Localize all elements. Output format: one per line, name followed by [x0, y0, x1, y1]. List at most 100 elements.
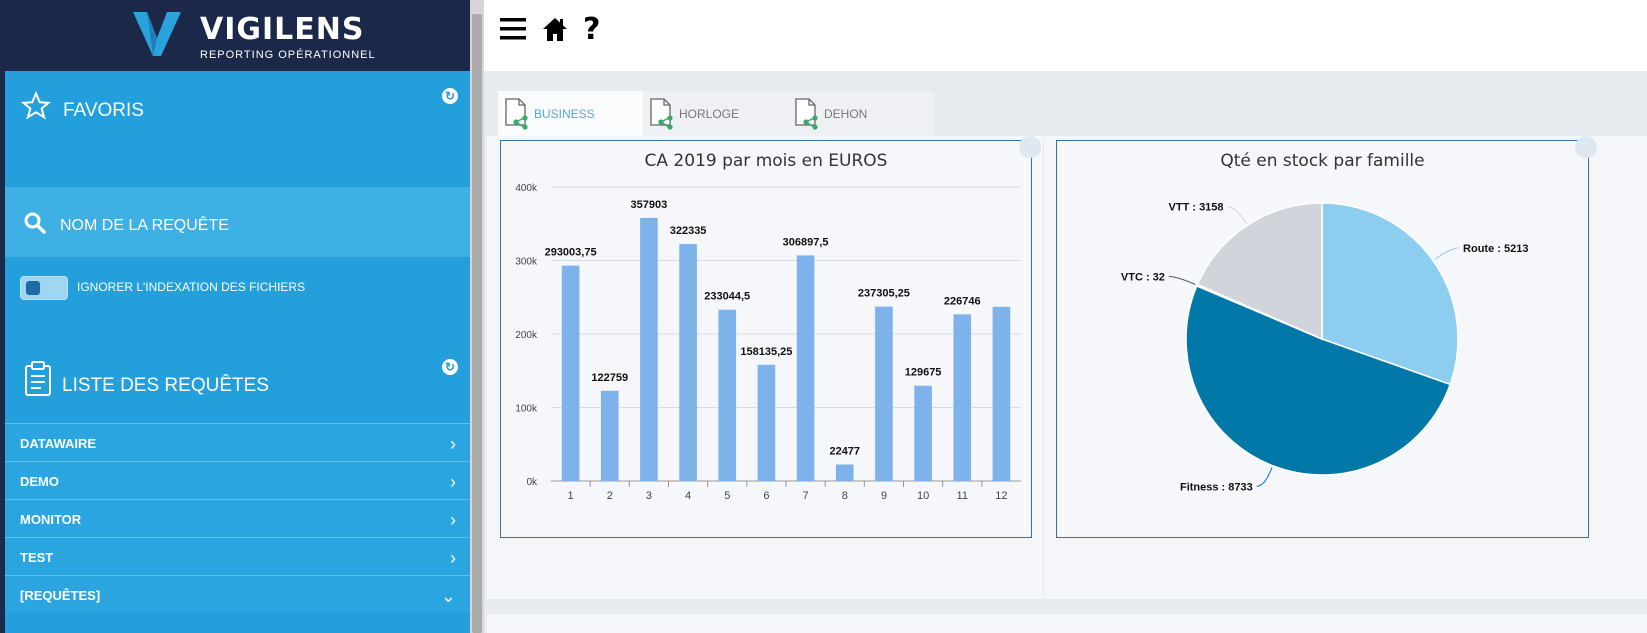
x-tick-label: 12 [995, 490, 1007, 502]
request-list: DATAWAIRE › DEMO › MONITOR › TEST › [REQUÊTES] ⌄ [5, 423, 470, 613]
bar[interactable] [561, 265, 580, 481]
pie-slice[interactable] [1196, 202, 1323, 341]
x-tick-label: 4 [685, 490, 691, 502]
scrollbar-thumb[interactable] [472, 14, 482, 633]
request-list-section: LISTE DES REQUÊTES ↻ [5, 355, 470, 423]
x-tick-label: 6 [763, 490, 769, 502]
x-tick-label: 10 [917, 490, 929, 502]
pie-chart-title: Qté en stock par famille [1220, 151, 1425, 171]
bar[interactable] [796, 255, 815, 481]
x-tick-label: 1 [568, 490, 574, 502]
bar-chart-title: CA 2019 par mois en EUROS [644, 151, 888, 171]
bar[interactable] [992, 306, 1011, 481]
bar[interactable] [875, 306, 893, 481]
bar[interactable] [718, 309, 737, 481]
bar[interactable] [679, 244, 697, 481]
bar[interactable] [640, 217, 658, 481]
search-query-field[interactable]: NOM DE LA REQUÊTE [5, 187, 470, 257]
request-folder-item[interactable]: DEMO › [5, 461, 470, 499]
pie-slice[interactable] [1185, 284, 1452, 476]
bar[interactable] [757, 364, 776, 481]
home-icon[interactable] [542, 16, 568, 42]
favoris-refresh-icon[interactable]: ↻ [442, 88, 458, 104]
toolbar: ? [484, 0, 1647, 71]
star-icon [21, 91, 51, 120]
pie-data-label: VTC : 32 [1121, 271, 1165, 283]
report-tab-label: BUSINESS [534, 107, 595, 121]
chevron-right-icon: › [450, 548, 456, 568]
report-tab-label: DEHON [824, 107, 868, 121]
report-tab[interactable]: HORLOGE [643, 91, 789, 137]
chevron-right-icon: › [450, 510, 456, 530]
bar-data-label: 322335 [670, 225, 707, 237]
pie-chart: Route : 5213 Fitness : 8733 VTC : 32 VTT : … [1121, 202, 1529, 494]
vigilens-logo-icon [133, 12, 181, 56]
shared-document-icon [505, 98, 528, 130]
bar[interactable] [953, 314, 972, 481]
bar[interactable] [835, 464, 854, 481]
bar-data-label: 237305,25 [858, 288, 910, 300]
report-tab-label: HORLOGE [679, 107, 740, 121]
request-list-title: LISTE DES REQUÊTES [62, 375, 269, 396]
request-folder-label: MONITOR [20, 512, 82, 527]
x-tick-label: 8 [842, 490, 848, 502]
request-folder-item[interactable]: TEST › [5, 537, 470, 575]
y-tick-label: 0k [526, 477, 538, 488]
x-tick-label: 2 [607, 490, 613, 502]
request-folder-label: DEMO [20, 474, 59, 489]
pie-leader-line [1227, 206, 1247, 224]
bar-chart: 0k 100k 200k 300k 400k 1 293003,75 2 122759 3 3579… [515, 183, 1021, 502]
shared-document-icon [795, 98, 818, 130]
bar-data-label: 122759 [591, 372, 628, 384]
chevron-right-icon: › [450, 472, 456, 492]
ignore-indexing-toggle[interactable] [20, 276, 68, 300]
brand-name: VIGILENS [200, 12, 365, 47]
pie-leader-line [1168, 275, 1196, 285]
request-folder-label: [REQUÊTES] [20, 588, 101, 603]
sidebar-scrollbar[interactable] [470, 0, 484, 633]
bar[interactable] [914, 385, 932, 481]
request-folder-item[interactable]: MONITOR › [5, 499, 470, 537]
bar-data-label: 233044,5 [704, 291, 750, 303]
favoris-title: FAVORIS [63, 100, 144, 121]
request-folder-label: TEST [20, 550, 54, 565]
bar-data-label: 357903 [631, 199, 668, 211]
x-tick-label: 7 [803, 490, 809, 502]
y-tick-label: 300k [515, 257, 538, 268]
bar-chart-options-icon[interactable] [1019, 136, 1041, 158]
ignore-indexing-row: IGNORER L'INDEXATION DES FICHIERS [5, 257, 470, 355]
dashboard-canvas: CA 2019 par mois en EUROS 0k 100k 200k 300k… [487, 136, 1647, 599]
pie-chart-options-icon[interactable] [1575, 136, 1597, 158]
report-tab[interactable]: BUSINESS [498, 91, 644, 137]
pie-data-label: Route : 5213 [1463, 243, 1528, 255]
request-folder-item[interactable]: [REQUÊTES] ⌄ [5, 575, 470, 613]
pie-data-label: VTT : 3158 [1169, 202, 1224, 214]
y-tick-label: 100k [515, 404, 538, 415]
bar[interactable] [600, 390, 619, 481]
panel-divider [1043, 140, 1044, 595]
pie-leader-line [1256, 467, 1273, 487]
bar-data-label: 226746 [944, 295, 981, 307]
sidebar: VIGILENS REPORTING OPÉRATIONNEL FAVORIS … [0, 0, 470, 633]
shared-document-icon [650, 98, 673, 130]
pie-chart-panel: Qté en stock par famille Route : 5213 Fit… [1056, 140, 1589, 538]
y-tick-label: 200k [515, 330, 538, 341]
x-tick-label: 3 [646, 490, 652, 502]
bar-data-label: 158135,25 [740, 346, 792, 358]
x-tick-label: 11 [957, 490, 968, 502]
y-tick-label: 400k [515, 183, 538, 194]
list-refresh-icon[interactable]: ↻ [442, 359, 458, 375]
ignore-indexing-label: IGNORER L'INDEXATION DES FICHIERS [77, 280, 306, 294]
pie-slice[interactable] [1321, 202, 1459, 386]
request-folder-item[interactable]: DATAWAIRE › [5, 423, 470, 461]
bar-data-label: 22477 [829, 445, 860, 457]
chevron-down-icon: ⌄ [440, 586, 456, 606]
menu-icon[interactable] [500, 18, 526, 40]
request-folder-label: DATAWAIRE [20, 436, 97, 451]
bar-chart-panel: CA 2019 par mois en EUROS 0k 100k 200k 300k… [500, 140, 1032, 538]
report-tab[interactable]: DEHON [788, 91, 934, 137]
bar-data-label: 129675 [905, 367, 942, 379]
bar-data-label: 306897,5 [783, 236, 829, 248]
clipboard-icon [25, 361, 51, 396]
help-icon[interactable]: ? [583, 12, 601, 47]
